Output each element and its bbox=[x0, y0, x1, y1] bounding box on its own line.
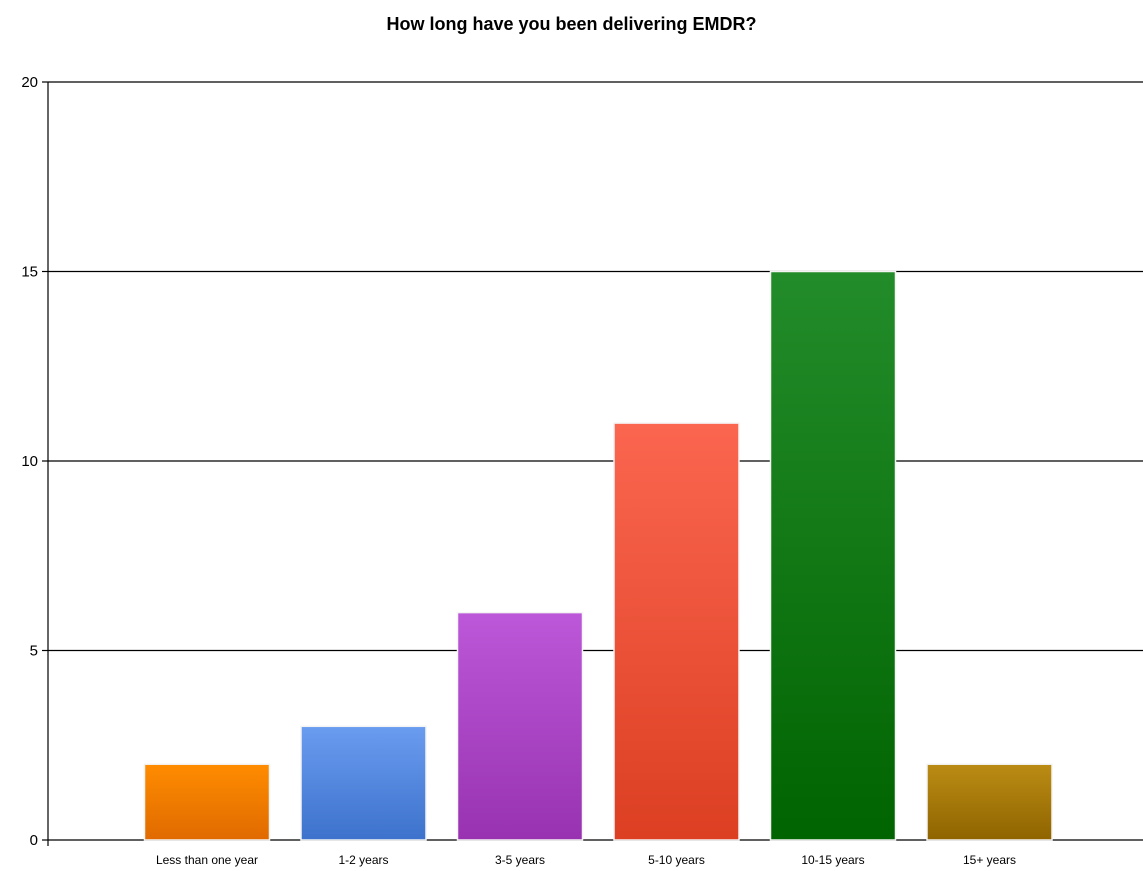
y-tick-label: 15 bbox=[21, 264, 38, 281]
bar-1-2-years bbox=[300, 725, 427, 841]
x-tick-label: 1-2 years bbox=[338, 853, 388, 867]
bar-15-years bbox=[926, 763, 1053, 841]
x-tick-label: 15+ years bbox=[963, 853, 1016, 867]
bar-5-10-years bbox=[613, 422, 740, 841]
x-tick-label: Less than one year bbox=[156, 853, 258, 867]
bar-10-15-years bbox=[769, 270, 897, 841]
y-tick-label: 5 bbox=[30, 643, 38, 660]
x-tick-label: 3-5 years bbox=[495, 853, 545, 867]
y-tick-label: 10 bbox=[21, 453, 38, 470]
bar-3-5-years bbox=[456, 611, 584, 841]
y-tick-label: 20 bbox=[21, 74, 38, 91]
chart-title: How long have you been delivering EMDR? bbox=[386, 14, 757, 34]
y-tick-label: 0 bbox=[30, 832, 38, 849]
x-tick-label: 10-15 years bbox=[801, 853, 864, 867]
bar-less-than-one-year bbox=[143, 763, 271, 841]
x-tick-label: 5-10 years bbox=[648, 853, 705, 867]
